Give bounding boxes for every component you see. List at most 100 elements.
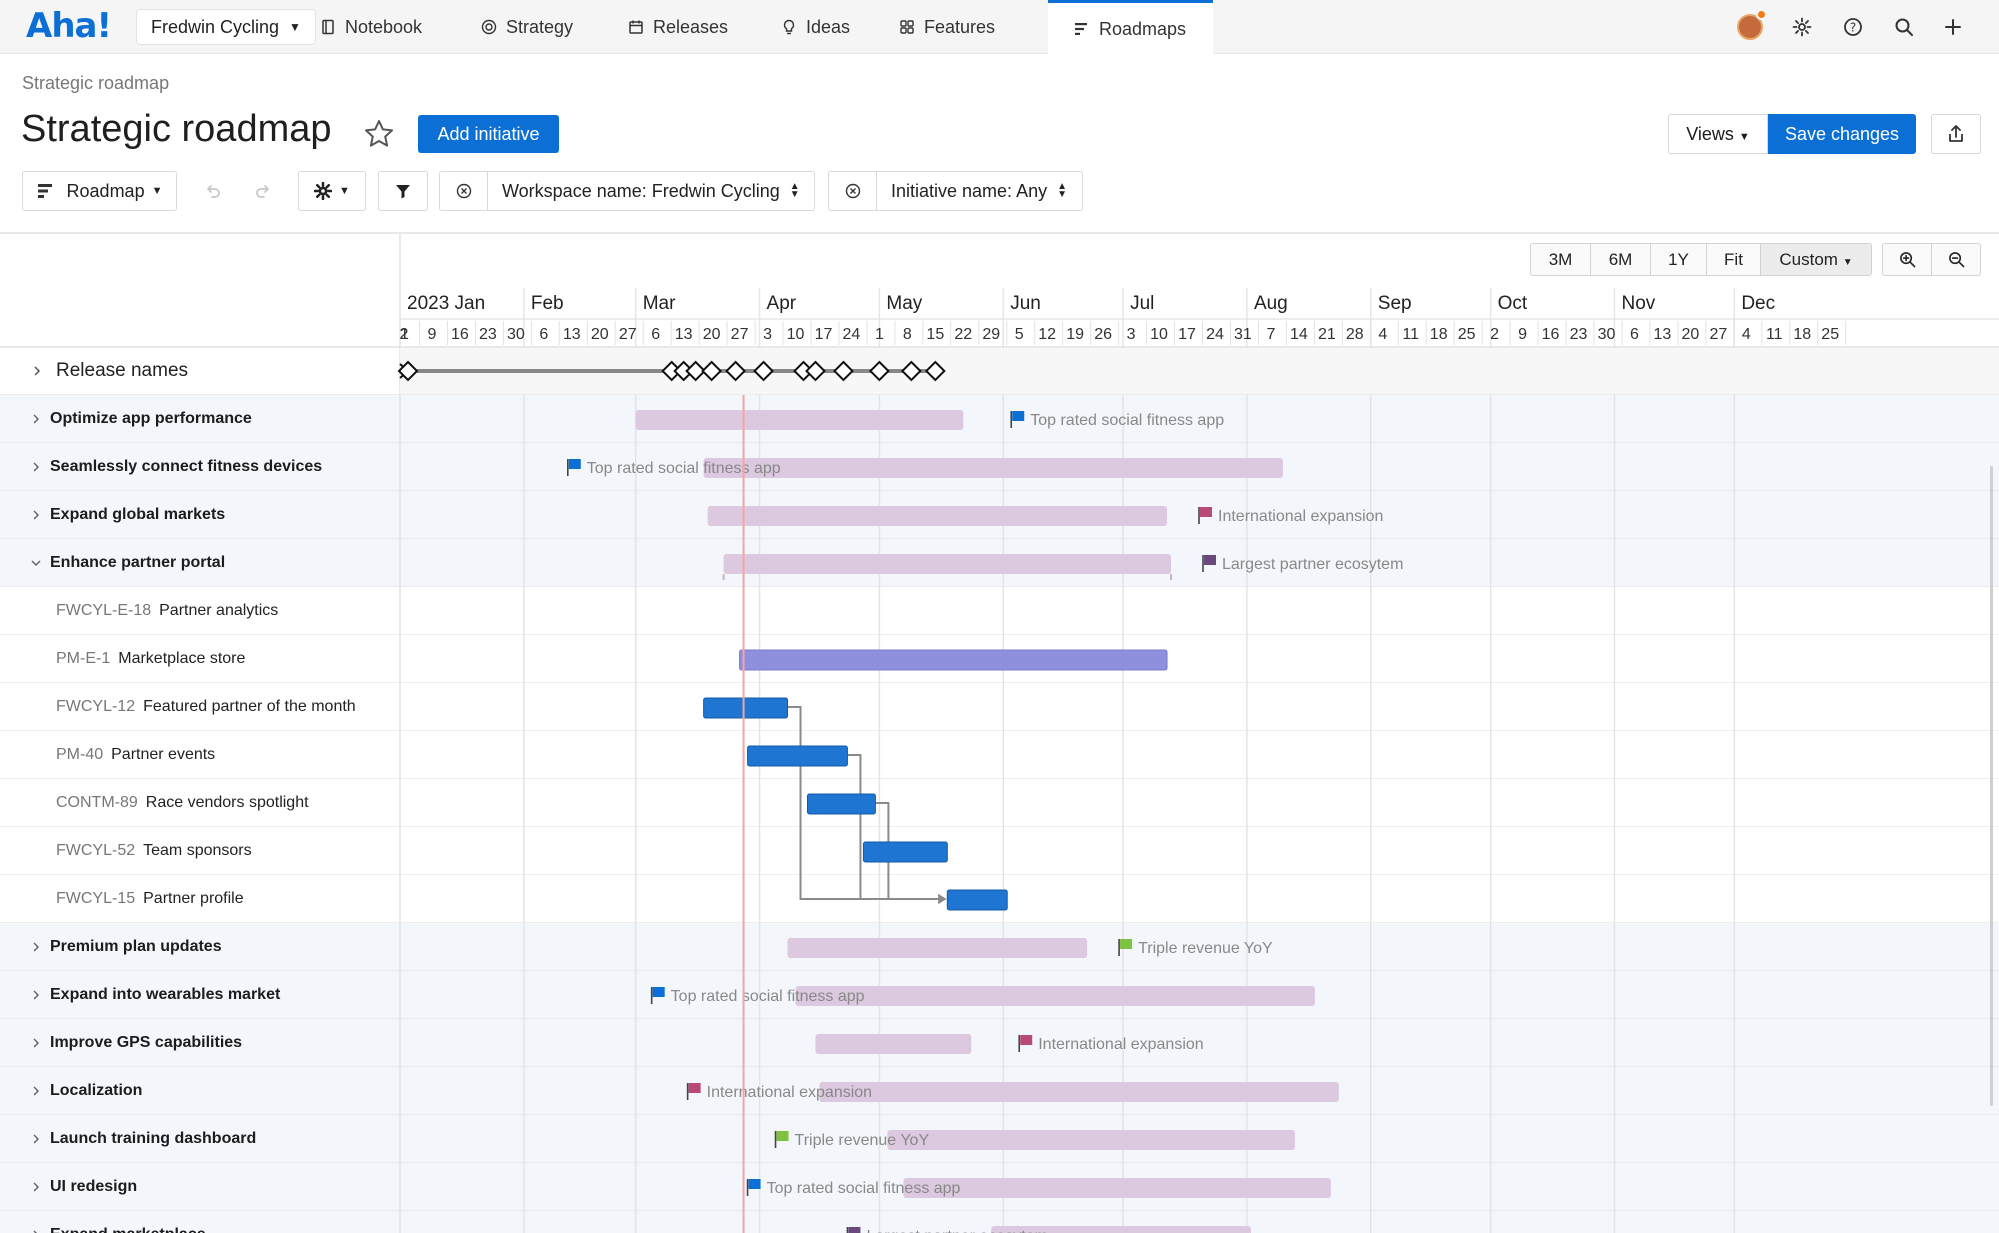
clear-filter-button[interactable]	[440, 172, 488, 210]
filter-initiative-name[interactable]: Initiative name: Any ▲ ▼	[828, 171, 1083, 211]
aha-logo[interactable]: Aha!	[26, 6, 112, 46]
clear-filter-button[interactable]	[829, 172, 877, 210]
initiative-bar[interactable]	[887, 1130, 1295, 1150]
goal-marker[interactable]: Top rated social fitness app	[566, 459, 781, 477]
release-milestone[interactable]	[805, 360, 826, 382]
add-initiative-button[interactable]: Add initiative	[418, 115, 559, 153]
initiative-bar[interactable]	[703, 458, 1283, 478]
goal-marker[interactable]: International expansion	[1198, 507, 1383, 525]
zoom-out-button[interactable]	[1932, 244, 1980, 275]
chevron-right-icon[interactable]	[29, 1036, 43, 1050]
chevron-right-icon[interactable]	[29, 988, 43, 1002]
initiative-label[interactable]: Expand global markets	[0, 491, 400, 539]
star-icon[interactable]	[363, 118, 395, 150]
goal-marker[interactable]: International expansion	[1018, 1035, 1204, 1053]
goal-marker[interactable]: Triple revenue YoY	[1118, 939, 1273, 957]
feature-bar[interactable]	[806, 793, 876, 815]
goal-marker[interactable]: Largest partner ecosytem	[1202, 555, 1403, 573]
initiative-bar[interactable]	[635, 410, 964, 430]
settings-dropdown-button[interactable]: ▼	[298, 171, 366, 211]
chevron-right-icon[interactable]	[30, 364, 44, 378]
initiative-bar[interactable]	[991, 1226, 1251, 1233]
nav-tab-features[interactable]: Features	[899, 0, 995, 54]
feature-bar[interactable]	[946, 889, 1008, 911]
initiative-bar[interactable]	[787, 938, 1088, 958]
initiative-bar[interactable]	[707, 506, 1168, 526]
release-milestone[interactable]	[833, 360, 854, 382]
feature-label[interactable]: PM-E-1 Marketplace store	[0, 635, 400, 683]
filter-button[interactable]	[378, 171, 428, 211]
breadcrumb[interactable]: Strategic roadmap	[22, 73, 170, 93]
release-milestone[interactable]	[397, 360, 419, 382]
initiative-label[interactable]: Premium plan updates	[0, 923, 400, 971]
vertical-scrollbar[interactable]	[1990, 466, 1993, 1106]
zoom-option-1y[interactable]: 1Y	[1651, 244, 1707, 275]
feature-bar[interactable]	[862, 841, 948, 863]
chevron-right-icon[interactable]	[29, 940, 43, 954]
redo-button[interactable]	[238, 171, 288, 211]
chevron-right-icon[interactable]	[29, 508, 43, 522]
views-button[interactable]: Views ▼	[1668, 114, 1768, 154]
zoom-option-fit[interactable]: Fit	[1707, 244, 1761, 275]
zoom-option-custom[interactable]: Custom ▼	[1761, 244, 1871, 275]
release-milestone[interactable]	[725, 360, 746, 382]
initiative-label[interactable]: Launch training dashboard	[0, 1115, 400, 1163]
goal-marker[interactable]: Top rated social fitness app	[746, 1179, 961, 1197]
release-milestone[interactable]	[701, 360, 723, 382]
plus-icon[interactable]	[1940, 14, 1966, 40]
initiative-label[interactable]: Localization	[0, 1067, 400, 1115]
release-names-row[interactable]: Release names	[0, 348, 400, 394]
chevron-right-icon[interactable]	[29, 1180, 43, 1194]
goal-marker[interactable]: Largest partner ecosytem	[846, 1227, 1048, 1233]
settings-icon[interactable]	[1789, 14, 1815, 40]
initiative-bar[interactable]	[723, 554, 1172, 574]
feature-label[interactable]: PM-40 Partner events	[0, 731, 400, 779]
feature-label[interactable]: CONTM-89 Race vendors spotlight	[0, 779, 400, 827]
initiative-bar[interactable]	[903, 1178, 1331, 1198]
chevron-right-icon[interactable]	[29, 1084, 43, 1098]
initiative-label[interactable]: Seamlessly connect fitness devices	[0, 443, 400, 491]
nav-tab-releases[interactable]: Releases	[628, 0, 728, 54]
goal-marker[interactable]: Triple revenue YoY	[774, 1131, 930, 1149]
initiative-label[interactable]: Expand into wearables market	[0, 971, 400, 1019]
initiative-bar[interactable]	[815, 1034, 972, 1054]
nav-tab-ideas[interactable]: Ideas	[781, 0, 850, 54]
help-icon[interactable]: ?	[1840, 14, 1866, 40]
roadmap-type-button[interactable]: Roadmap ▼	[22, 171, 177, 211]
search-icon[interactable]	[1891, 14, 1917, 40]
chevron-right-icon[interactable]	[29, 460, 43, 474]
release-milestone[interactable]	[753, 360, 774, 382]
feature-bar[interactable]	[747, 745, 848, 767]
save-changes-button[interactable]: Save changes	[1768, 114, 1916, 154]
goal-marker[interactable]: Top rated social fitness app	[1010, 411, 1224, 429]
chevron-right-icon[interactable]	[29, 1228, 43, 1233]
goal-marker[interactable]: International expansion	[686, 1083, 872, 1101]
feature-label[interactable]: FWCYL-E-18 Partner analytics	[0, 587, 400, 635]
feature-label[interactable]: FWCYL-52 Team sponsors	[0, 827, 400, 875]
nav-tab-roadmaps[interactable]: Roadmaps	[1048, 0, 1213, 54]
zoom-option-3m[interactable]: 3M	[1531, 244, 1591, 275]
share-button[interactable]	[1931, 114, 1981, 154]
feature-bar[interactable]	[703, 697, 789, 719]
release-milestone[interactable]	[900, 360, 922, 382]
chevron-down-icon[interactable]	[29, 556, 43, 570]
feature-label[interactable]: FWCYL-15 Partner profile	[0, 875, 400, 923]
zoom-in-button[interactable]	[1883, 244, 1932, 275]
release-milestone[interactable]	[685, 360, 707, 382]
feature-label[interactable]: FWCYL-12 Featured partner of the month	[0, 683, 400, 731]
goal-marker[interactable]: Top rated social fitness app	[650, 987, 865, 1005]
initiative-label[interactable]: Expand marketplace	[0, 1211, 400, 1233]
initiative-label[interactable]: Optimize app performance	[0, 395, 400, 443]
feature-bar[interactable]	[739, 649, 1168, 671]
chevron-right-icon[interactable]	[29, 1132, 43, 1146]
nav-tab-strategy[interactable]: Strategy	[481, 0, 573, 54]
initiative-label[interactable]: Enhance partner portal	[0, 539, 400, 587]
workspace-select[interactable]: Fredwin Cycling ▼	[136, 9, 316, 45]
initiative-label[interactable]: UI redesign	[0, 1163, 400, 1211]
chevron-right-icon[interactable]	[29, 412, 43, 426]
nav-tab-notebook[interactable]: Notebook	[320, 0, 422, 54]
zoom-option-6m[interactable]: 6M	[1591, 244, 1651, 275]
initiative-bar[interactable]	[795, 986, 1315, 1006]
filter-workspace-name[interactable]: Workspace name: Fredwin Cycling ▲ ▼	[439, 171, 815, 211]
initiative-label[interactable]: Improve GPS capabilities	[0, 1019, 400, 1067]
